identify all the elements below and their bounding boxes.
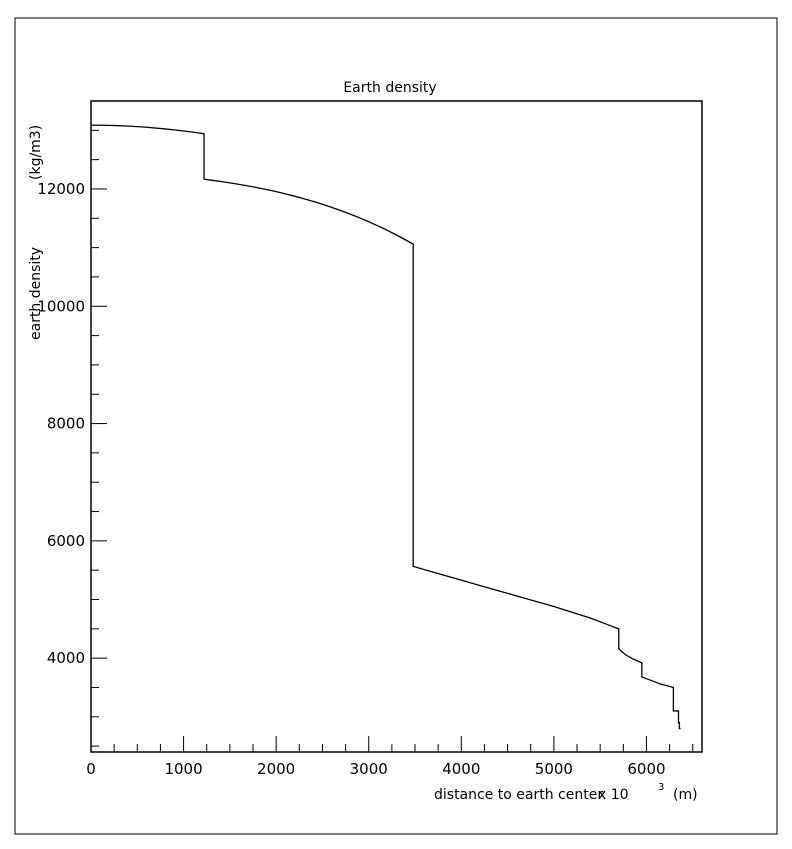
x-axis-tick-labels: 0 1000 2000 3000 4000 5000 6000 (86, 760, 665, 778)
chart-title: Earth density (343, 80, 436, 96)
x-axis-unit: (m) (673, 787, 698, 803)
y-tick-label: 12000 (37, 180, 85, 198)
y-axis-ticks (91, 100, 107, 747)
y-axis-tick-labels: 4000 6000 8000 10000 12000 (37, 180, 85, 667)
plot-frame (90, 100, 703, 753)
y-tick-label: 6000 (47, 532, 85, 550)
x-tick-label: 0 (86, 760, 96, 778)
y-axis-unit: (kg/m3) (28, 125, 44, 180)
density-series-line (90, 124, 681, 730)
x-axis-label: distance to earth center (434, 787, 603, 803)
x-axis-multiplier-exponent: 3 (658, 782, 664, 793)
x-tick-label: 1000 (164, 760, 202, 778)
series-layer (90, 124, 681, 730)
y-tick-label: 10000 (37, 297, 85, 315)
x-tick-label: 4000 (442, 760, 480, 778)
y-tick-label: 4000 (47, 649, 85, 667)
y-tick-label: 8000 (47, 415, 85, 433)
x-tick-label: 5000 (535, 760, 573, 778)
x-tick-label: 2000 (257, 760, 295, 778)
outer-frame (14, 17, 778, 835)
x-axis-ticks (90, 736, 694, 752)
x-axis-multiplier: x 10 (598, 787, 629, 803)
y-axis-label: earth density (28, 247, 44, 340)
x-tick-label: 3000 (350, 760, 388, 778)
x-tick-label: 6000 (627, 760, 665, 778)
